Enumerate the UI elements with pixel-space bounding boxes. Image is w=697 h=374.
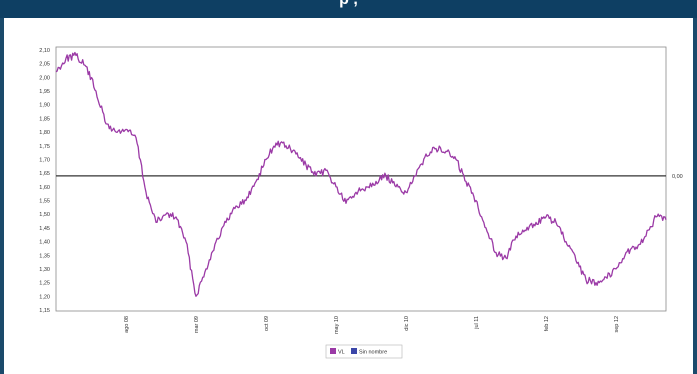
y-tick-label: 2,05 xyxy=(39,62,50,68)
x-tick-label: sep 12 xyxy=(614,316,620,333)
chart-legend: VL Sin nombre xyxy=(325,344,403,359)
y-tick-label: 1,80 xyxy=(39,130,50,136)
legend-swatch-sin-nombre xyxy=(351,348,357,354)
header-banner: p , xyxy=(0,0,697,18)
y-tick-label: 1,15 xyxy=(39,308,50,314)
legend-box xyxy=(325,344,403,359)
y-tick-label: 1,60 xyxy=(39,185,50,191)
y-tick-label: 1,30 xyxy=(39,267,50,273)
y-tick-label: 1,70 xyxy=(39,157,50,163)
y-tick-label: 1,90 xyxy=(39,103,50,109)
y-tick-label: 1,35 xyxy=(39,253,50,259)
y-tick-label: 1,85 xyxy=(39,116,50,122)
y-tick-label: 2,00 xyxy=(39,75,50,81)
y-tick-label: 1,65 xyxy=(39,171,50,177)
y-tick-label: 1,55 xyxy=(39,199,50,205)
y-tick-label: 1,20 xyxy=(39,294,50,300)
x-tick-label: mar 09 xyxy=(194,316,200,333)
legend-swatch-vl xyxy=(330,348,336,354)
y-tick-label: 1,40 xyxy=(39,240,50,246)
x-tick-label: feb 12 xyxy=(544,316,550,331)
y-tick-label: 2,10 xyxy=(39,48,50,54)
y-tick-label: 1,95 xyxy=(39,89,50,95)
reference-line-label: 0,00 xyxy=(672,174,683,180)
banner-title: p , xyxy=(0,0,697,9)
x-tick-label: may 10 xyxy=(334,316,340,334)
y-tick-label: 1,50 xyxy=(39,212,50,218)
legend-label-sin-nombre: Sin nombre xyxy=(359,350,387,356)
plot-area xyxy=(55,46,667,312)
legend-label-vl: VL xyxy=(338,350,345,356)
y-tick-label: 1,45 xyxy=(39,226,50,232)
x-tick-label: oct 09 xyxy=(264,316,270,331)
x-tick-label: ago 08 xyxy=(124,316,130,333)
x-tick-label: dic 10 xyxy=(404,316,410,331)
x-tick-label: jul 11 xyxy=(474,316,480,330)
y-tick-label: 1,25 xyxy=(39,281,50,287)
series-line-vl xyxy=(55,51,667,297)
y-tick-label: 1,75 xyxy=(39,144,50,150)
